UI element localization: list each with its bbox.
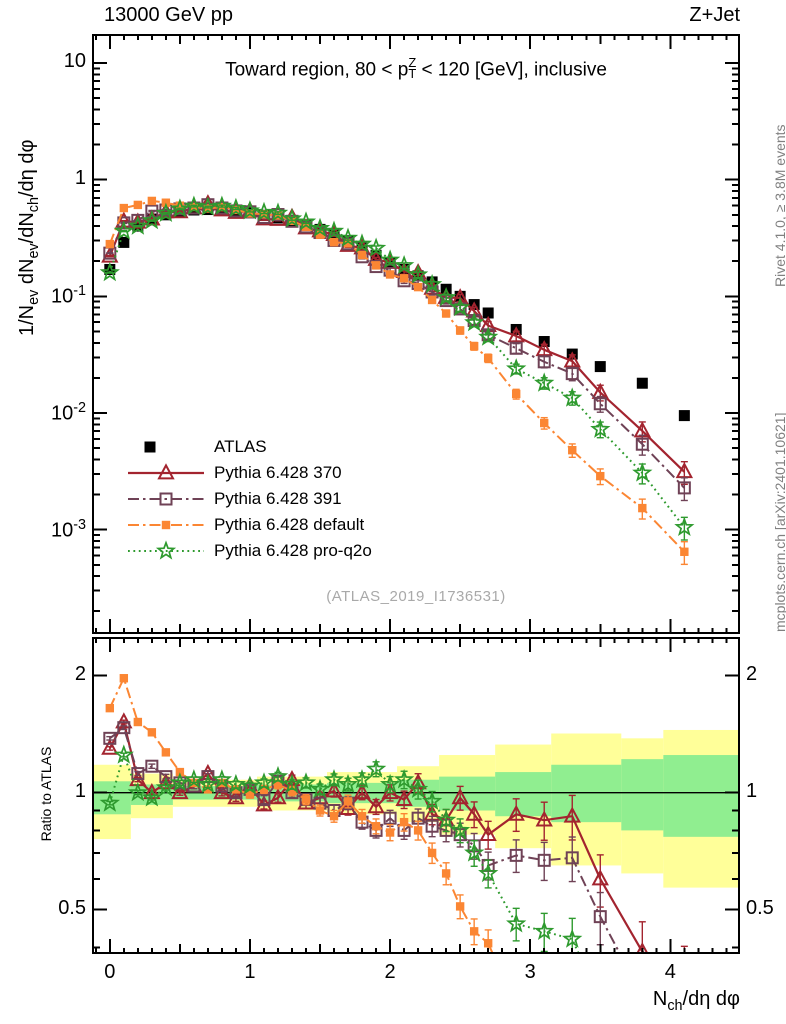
main-y-tick-label: 10-1 [50,283,86,308]
legend-label: ATLAS [214,437,267,456]
x-tick-label: 2 [384,961,396,983]
x-tick-label: 3 [524,961,536,983]
ratio-y-tick-label-right: 2 [746,662,758,685]
mcplots-attribution-note: mcplots.cern.ch [arXiv:2401.10621] [772,412,786,632]
x-axis-title: Nch/dη dφ [652,988,740,1014]
series-ratio-pythia-6-428-pro-q2o [99,744,583,952]
ratio-y-tick-label-right: 0.5 [746,896,774,919]
main-y-tick-label: 10 [63,50,86,73]
legend-label: Pythia 6.428 default [214,515,365,534]
legend-label: Pythia 6.428 391 [214,489,342,508]
series-main-pythia-6-428-default [105,196,689,566]
x-tick-label: 4 [664,961,676,983]
legend-markers [128,441,204,560]
inner-band-segment [551,764,622,823]
series-main-pythia-6-428-391 [103,198,691,502]
inner-band-segment [621,759,664,831]
legend-label: Pythia 6.428 370 [214,463,342,482]
main-y-tick-label: 10-3 [50,516,86,542]
ratio-y-tick-label-right: 1 [746,779,758,802]
rivet-version-note: Rivet 4.1.0, ≥ 3.8M events [772,124,786,287]
process-label: Z+Jet [689,4,740,26]
ratio-y-tick-label-left: 1 [74,779,86,802]
legend-label: Pythia 6.428 pro-q2o [214,541,372,560]
ratio-y-tick-label-left: 2 [74,662,86,685]
main-y-tick-label: 1 [74,166,86,189]
inner-band-segment [663,755,738,837]
analysis-id-label: (ATLAS_2019_I1736531) [326,588,506,605]
x-tick-label: 0 [104,961,116,983]
beam-energy-label: 13000 GeV pp [104,4,233,26]
series-main-pythia-6-428-pro-q2o [99,195,695,541]
inner-band-segment [495,772,552,817]
series-main-pythia-6-428-370 [101,194,694,486]
main-y-tick-label: 10-2 [50,399,86,425]
x-tick-label: 1 [244,961,256,983]
ratio-y-tick-label-left: 0.5 [58,896,86,919]
axes [92,34,740,954]
